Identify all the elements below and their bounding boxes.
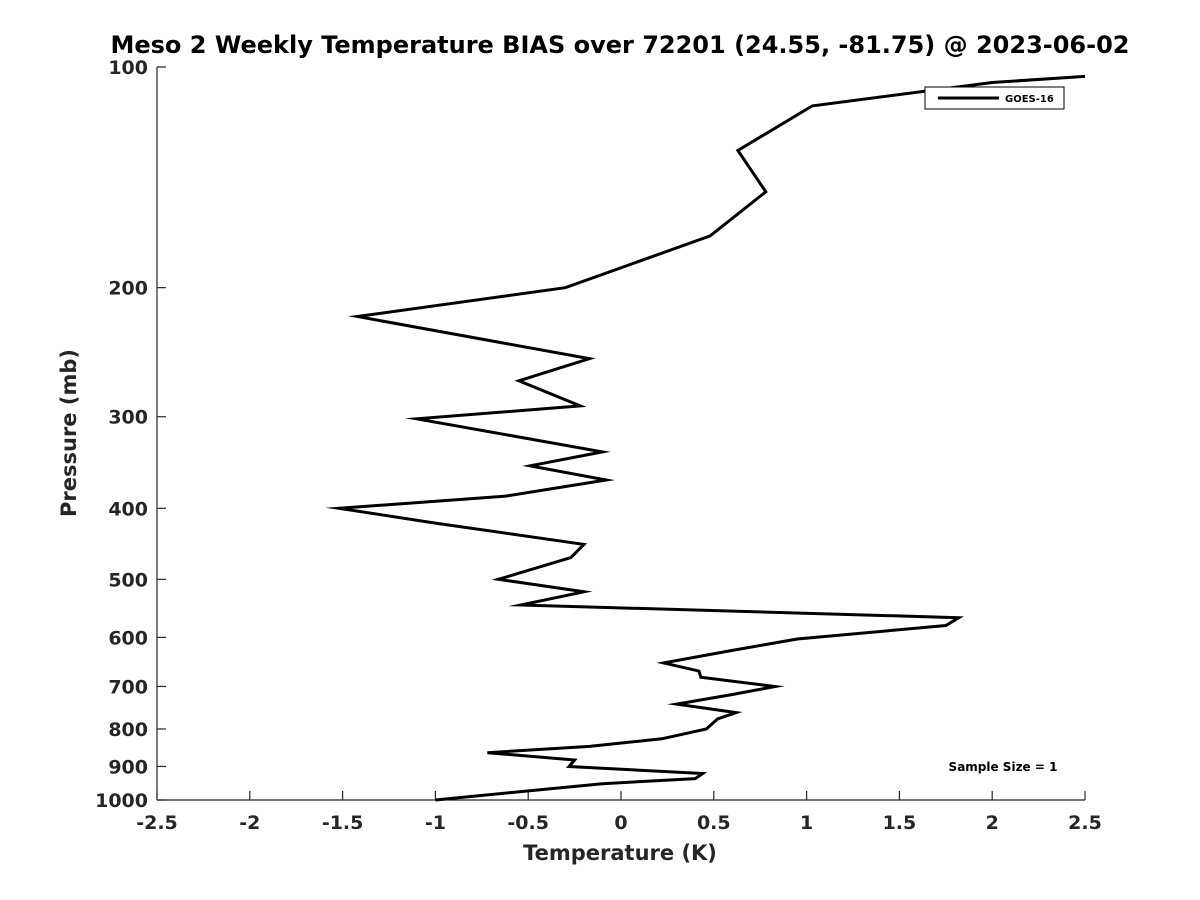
y-tick-label: 900	[108, 756, 148, 778]
x-tick-label: 0.5	[697, 812, 731, 834]
legend: GOES-16	[924, 86, 1065, 110]
x-tick-label: -2	[239, 812, 260, 834]
y-axis-label: Pressure (mb)	[57, 349, 81, 517]
x-tick-label: 1	[800, 812, 813, 834]
x-tick-label: -2.5	[136, 812, 178, 834]
series-layer	[325, 74, 1086, 802]
x-axis-ticks: -2.5 -2 -1.5 -1 -0.5 0 0.5 1 1.5 2 2.5	[136, 791, 1102, 834]
y-tick-label: 800	[108, 719, 148, 741]
legend-entry-goes-16: GOES-16	[1005, 94, 1054, 105]
y-tick-label: 1000	[95, 790, 148, 812]
series-line-goes-16	[325, 74, 1086, 802]
x-tick-label: 2.5	[1068, 812, 1102, 834]
x-tick-label: 1.5	[883, 812, 917, 834]
axes	[156, 67, 1085, 801]
y-tick-label: 100	[108, 57, 148, 79]
x-tick-label: 2	[986, 812, 999, 834]
y-tick-label: 400	[108, 498, 148, 520]
y-axis-ticks: 100 200 300 400 500 600 700 800 900 1000	[95, 57, 166, 812]
chart-title: Meso 2 Weekly Temperature BIAS over 7220…	[110, 31, 1129, 59]
x-tick-label: -1.5	[322, 812, 364, 834]
y-tick-label: 600	[108, 627, 148, 649]
x-tick-label: 0	[614, 812, 627, 834]
x-tick-label: -0.5	[507, 812, 549, 834]
y-tick-label: 300	[108, 407, 148, 429]
y-tick-label: 200	[108, 278, 148, 300]
x-tick-label: -1	[425, 812, 446, 834]
y-tick-label: 500	[108, 569, 148, 591]
x-axis-label: Temperature (K)	[523, 841, 717, 865]
y-tick-label: 700	[108, 676, 148, 698]
sample-size-annotation: Sample Size = 1	[949, 760, 1058, 774]
